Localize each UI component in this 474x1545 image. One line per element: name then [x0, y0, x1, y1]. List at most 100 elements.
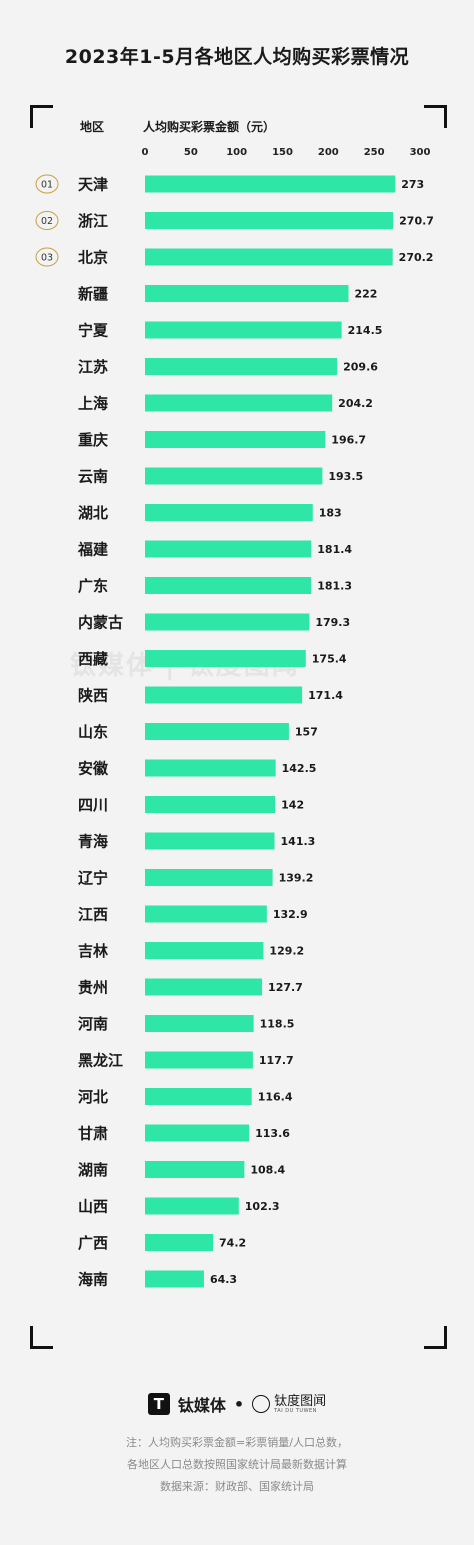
x-tick-label: 50	[184, 147, 198, 158]
category-label: 内蒙古	[78, 614, 123, 632]
category-label: 陕西	[78, 687, 108, 705]
taidu-tuwen-logo: 钛度图闻 TAI DU TUWEN	[252, 1395, 326, 1414]
value-label: 171.4	[308, 689, 343, 702]
rank-badge	[35, 174, 59, 194]
tmtpost-logo-icon: T	[147, 1393, 170, 1415]
value-label: 127.7	[268, 981, 303, 994]
value-label: 141.3	[281, 835, 316, 848]
value-label: 209.6	[343, 361, 378, 374]
x-tick-label: 300	[410, 147, 431, 158]
category-label: 安徽	[78, 760, 109, 778]
value-label: 181.3	[317, 580, 352, 593]
value-label: 175.4	[312, 653, 347, 666]
footer-logos: T 钛媒体 • 钛度图闻 TAI DU TUWEN	[0, 1392, 474, 1416]
value-label: 270.2	[399, 251, 434, 264]
x-tick-label: 100	[226, 147, 247, 158]
metric-column-header: 人均购买彩票金额（元）	[143, 120, 276, 134]
value-label: 193.5	[328, 470, 363, 483]
region-column-header: 地区	[80, 120, 105, 134]
value-label: 196.7	[331, 434, 366, 447]
category-label: 福建	[77, 541, 109, 559]
bar	[145, 394, 333, 412]
bar	[145, 686, 303, 704]
value-label: 139.2	[279, 872, 314, 885]
value-label: 270.7	[399, 215, 434, 228]
rank-badge	[35, 247, 59, 267]
x-tick-label: 200	[318, 147, 339, 158]
category-label: 甘肃	[78, 1125, 108, 1143]
bar	[145, 1124, 250, 1142]
taidu-logo-subtext: TAI DU TUWEN	[274, 1407, 317, 1414]
category-label: 河北	[78, 1088, 108, 1106]
frame-corner-bottom-right	[424, 1326, 447, 1349]
frame-corner-top-right	[424, 105, 447, 128]
bar	[145, 1197, 239, 1215]
category-label: 广西	[78, 1234, 108, 1252]
category-label: 西藏	[78, 650, 108, 668]
value-label: 157	[295, 726, 318, 739]
bar	[145, 942, 264, 959]
category-label: 天津	[78, 176, 108, 194]
bar	[145, 285, 349, 302]
category-label: 重庆	[78, 431, 108, 449]
bar	[145, 905, 267, 923]
bar	[145, 759, 276, 777]
value-label: 142	[281, 799, 304, 812]
rank-badge-label: 02	[41, 216, 53, 227]
value-label: 113.6	[255, 1127, 290, 1140]
bar	[145, 832, 275, 850]
value-label: 117.7	[259, 1054, 294, 1067]
value-label: 273	[401, 178, 424, 191]
category-label: 四川	[78, 796, 108, 814]
value-label: 132.9	[273, 908, 308, 921]
bar	[145, 796, 276, 813]
value-label: 116.4	[258, 1091, 293, 1104]
bar	[145, 613, 310, 631]
value-label: 142.5	[282, 762, 317, 775]
tmtpost-logo-text: 钛媒体	[177, 1396, 226, 1415]
x-tick-label: 250	[364, 147, 385, 158]
bar	[145, 1234, 214, 1251]
value-label: 64.3	[210, 1273, 237, 1286]
value-label: 129.2	[269, 945, 304, 958]
bar	[145, 1161, 245, 1178]
bar	[145, 723, 289, 740]
category-label: 北京	[78, 249, 108, 267]
bar	[145, 248, 393, 266]
frame-corner-bottom-left	[30, 1326, 53, 1349]
category-label: 广东	[78, 577, 108, 595]
category-label: 辽宁	[78, 869, 108, 887]
category-label: 贵州	[78, 979, 108, 997]
value-label: 181.4	[317, 543, 352, 556]
category-label: 山西	[78, 1198, 108, 1216]
bar	[145, 577, 312, 594]
footnote-source: 数据来源：财政部、国家统计局	[160, 1480, 314, 1493]
value-label: 102.3	[245, 1200, 280, 1213]
value-label: 204.2	[338, 397, 373, 410]
value-label: 214.5	[348, 324, 383, 337]
x-tick-label: 0	[142, 147, 149, 158]
category-label: 江西	[78, 906, 108, 924]
rank-badge-label: 03	[41, 253, 53, 264]
bar	[145, 212, 394, 229]
taidu-logo-text: 钛度图闻	[274, 1393, 327, 1409]
rank-badge	[35, 211, 59, 230]
category-label: 新疆	[78, 285, 108, 303]
footnote-line-1: 注：人均购买彩票金额=彩票销量/人口总数，	[126, 1436, 348, 1449]
value-label: 74.2	[219, 1237, 246, 1250]
bar	[145, 175, 396, 193]
category-label: 黑龙江	[78, 1052, 123, 1070]
bar	[145, 1015, 254, 1032]
rank-badge-label: 01	[41, 180, 53, 191]
category-label: 上海	[78, 395, 108, 413]
category-label: 海南	[78, 1271, 108, 1289]
bar	[145, 358, 338, 375]
bar	[145, 540, 312, 558]
category-label: 湖南	[78, 1161, 108, 1179]
value-label: 118.5	[260, 1018, 295, 1031]
value-label: 222	[355, 288, 378, 301]
x-tick-label: 150	[272, 147, 293, 158]
category-label: 青海	[78, 833, 108, 851]
bar	[145, 1088, 252, 1105]
